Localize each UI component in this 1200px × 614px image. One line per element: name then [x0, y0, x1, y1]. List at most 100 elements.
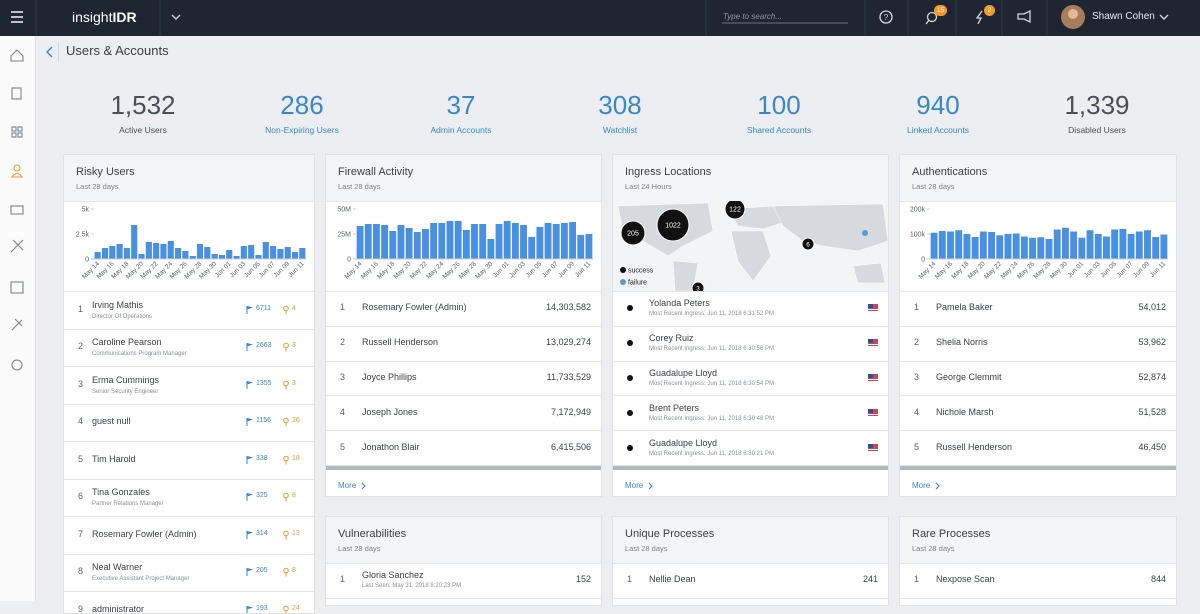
- assets-icon[interactable]: [10, 205, 24, 215]
- y-tick-label: 5k: [82, 207, 90, 214]
- search-icon[interactable]: [11, 87, 22, 100]
- list-row[interactable]: 3 Joyce Phillips 11,733,529: [326, 361, 601, 397]
- tools-icon[interactable]: [10, 239, 24, 253]
- card: Firewall Activity Last 28 days 0 25M 50M May …: [325, 154, 602, 497]
- menu-icon[interactable]: [11, 11, 23, 23]
- dashboard-icon[interactable]: [11, 126, 23, 138]
- bar: [218, 255, 226, 259]
- settings-icon[interactable]: [11, 359, 23, 371]
- divider: [613, 291, 888, 292]
- list-row[interactable]: 7 Rosemary Fowler (Admin) 314 13: [64, 516, 314, 555]
- stat-label[interactable]: Active Users: [119, 125, 167, 135]
- more-chevron[interactable]: [647, 482, 655, 490]
- brand-chevron[interactable]: [171, 14, 181, 20]
- help-icon[interactable]: [879, 10, 893, 24]
- row-name: Rosemary Fowler (Admin): [362, 302, 467, 313]
- rank: 1: [340, 574, 346, 585]
- bar: [204, 247, 211, 259]
- list-row[interactable]: 5 Jonathon Blair 6,415,506: [326, 430, 601, 466]
- page-title: Users & Accounts: [66, 43, 169, 58]
- list-row[interactable]: 5 Tim Harold 338 18: [64, 441, 314, 480]
- card-header: [900, 155, 1176, 202]
- stat-label[interactable]: Shared Accounts: [746, 125, 812, 135]
- list-row[interactable]: 8 Neal Warner Executive Assistant Project …: [64, 554, 314, 592]
- more-chevron[interactable]: [360, 482, 368, 490]
- more-link[interactable]: More: [625, 481, 644, 490]
- stat-label[interactable]: Linked Accounts: [907, 125, 969, 135]
- more-link[interactable]: More: [912, 481, 931, 490]
- list-row[interactable]: Guadalupe Lloyd Most Recent Ingress: Jun …: [613, 361, 888, 397]
- list-row[interactable]: 2 Caroline Pearson Communications Program …: [64, 329, 314, 367]
- bar: [153, 243, 160, 259]
- bar: [389, 231, 397, 259]
- status-dot: [627, 374, 633, 381]
- x-tick-label: Jun 03: [508, 260, 527, 279]
- list-row[interactable]: 9 administrator 193 24: [64, 591, 314, 613]
- country-flag: [868, 373, 878, 381]
- icon: [283, 605, 289, 613]
- bar: [1004, 234, 1012, 259]
- plugin-icon[interactable]: [11, 318, 23, 331]
- card-title: Risky Users: [76, 166, 135, 178]
- flag-canton: [868, 443, 873, 448]
- back-button[interactable]: [42, 43, 62, 63]
- bar: [1012, 233, 1020, 259]
- x-tick-label: Jun 09: [1132, 260, 1151, 279]
- bar: [255, 255, 262, 259]
- bar: [405, 228, 413, 259]
- list-row[interactable]: 1 Rosemary Fowler (Admin) 14,303,582: [326, 291, 601, 327]
- list-row[interactable]: Guadalupe Lloyd Most Recent Ingress: Jun …: [613, 430, 888, 466]
- list-row[interactable]: 4 Nichole Marsh 51,528: [900, 395, 1176, 432]
- stat-value[interactable]: 1,339: [1064, 90, 1130, 120]
- list-row[interactable]: Brent Peters Most Recent Ingress: Jun 11,…: [613, 395, 888, 432]
- more-link[interactable]: More: [338, 481, 357, 490]
- home-icon[interactable]: [10, 49, 24, 62]
- list-row[interactable]: 5 Russell Henderson 46,450: [900, 430, 1176, 466]
- alert-icon[interactable]: [975, 10, 983, 25]
- stat-value[interactable]: 940: [916, 90, 960, 120]
- more-chevron[interactable]: [934, 482, 942, 490]
- list-row[interactable]: 4 Joseph Jones 7,172,949: [326, 395, 601, 432]
- list-row[interactable]: 2 Russell Henderson 13,029,274: [326, 326, 601, 362]
- rank: 2: [914, 337, 920, 348]
- bar: [422, 229, 429, 259]
- stat-value[interactable]: 37: [446, 90, 476, 120]
- bar: [560, 223, 568, 259]
- stat-label[interactable]: Admin Accounts: [430, 125, 492, 135]
- users-icon[interactable]: [10, 164, 24, 178]
- scroll-bar: [900, 466, 1176, 470]
- bar: [520, 225, 527, 259]
- stat-value[interactable]: 100: [757, 90, 801, 120]
- list-row[interactable]: 3 George Clemmit 52,874: [900, 361, 1176, 397]
- user-name[interactable]: Shawn Cohen: [1092, 11, 1155, 22]
- list-row[interactable]: Corey Ruiz Most Recent Ingress: Jun 11, 2…: [613, 326, 888, 362]
- user-chevron[interactable]: [1159, 14, 1169, 20]
- bar: [284, 247, 291, 259]
- reports-icon[interactable]: [10, 281, 24, 294]
- list-row[interactable]: 6 Tina Gonzales Partner Relations Manager 3…: [64, 479, 314, 517]
- icon-flag: [247, 530, 253, 535]
- stat-label[interactable]: Disabled Users: [1068, 125, 1126, 135]
- stat-value[interactable]: 286: [280, 90, 324, 120]
- list-row[interactable]: 1 Pamela Baker 54,012: [900, 291, 1176, 327]
- list-row[interactable]: 1 Nellie Dean 241: [613, 563, 888, 599]
- stat-label[interactable]: Non-Expiring Users: [265, 125, 339, 135]
- search-input[interactable]: Type to search...: [723, 12, 782, 21]
- announce-icon[interactable]: [1017, 9, 1031, 24]
- bar: [233, 256, 240, 259]
- divider: [326, 291, 601, 292]
- list-row[interactable]: 4 guest null 1156 26: [64, 404, 314, 442]
- risk-count: 24: [292, 604, 300, 612]
- stat-value[interactable]: 1,532: [110, 90, 176, 120]
- investigation-icon[interactable]: [926, 11, 938, 23]
- list-row[interactable]: 1 Gloria Sanchez Last Seen: May 31, 2018 8…: [326, 563, 601, 599]
- list-row[interactable]: 2 Shelia Norris 53,962: [900, 326, 1176, 362]
- stat-label[interactable]: Watchlist: [602, 125, 638, 135]
- stat-value[interactable]: 308: [598, 90, 642, 120]
- row-name: Russell Henderson: [362, 337, 439, 348]
- list-row[interactable]: 3 Erma Cummings Senior Security Engineer 13…: [64, 366, 314, 405]
- list-row[interactable]: Yolanda Peters Most Recent Ingress: Jun 1…: [613, 291, 888, 327]
- bar: [1086, 230, 1094, 259]
- list-row[interactable]: 1 Irving Mathis Director Of Operations 6711…: [64, 291, 314, 330]
- list-row[interactable]: 1 Nexpose Scan 844: [900, 563, 1176, 599]
